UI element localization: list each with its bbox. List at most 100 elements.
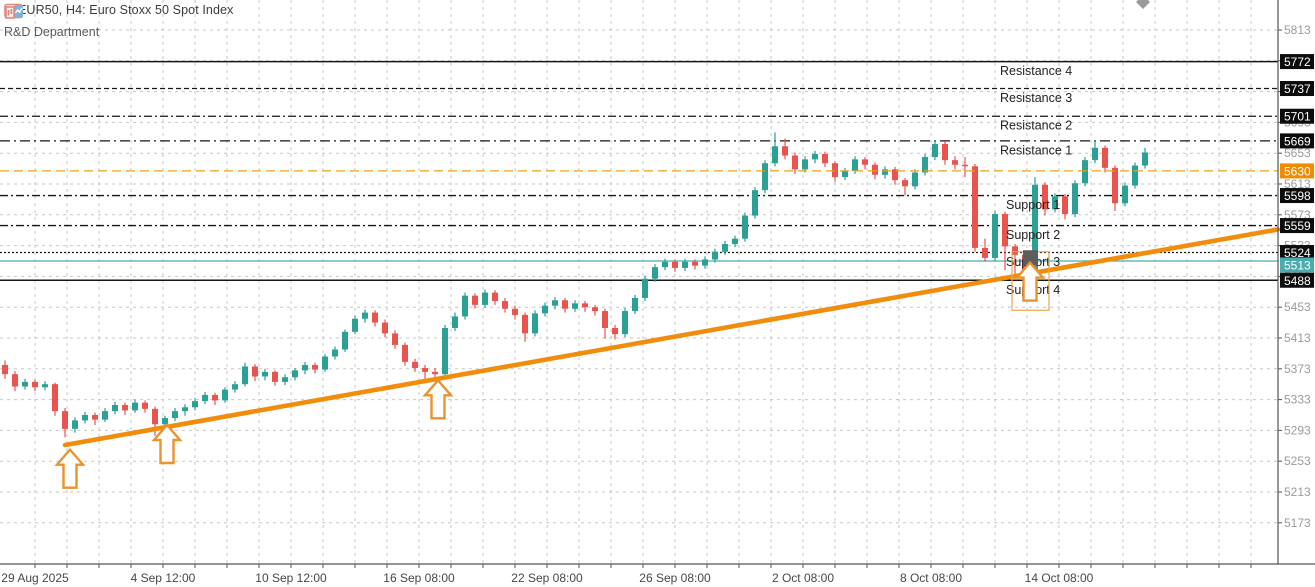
candle-body xyxy=(1132,165,1138,186)
candle-body xyxy=(852,159,858,171)
candle xyxy=(482,289,488,308)
candle-body xyxy=(762,163,768,191)
candle-body xyxy=(732,238,738,245)
autoscroll-marker[interactable] xyxy=(1136,0,1150,9)
candle xyxy=(992,210,998,261)
candle xyxy=(972,163,978,252)
candle-body xyxy=(842,170,848,178)
candle xyxy=(502,297,508,313)
up-arrow-marker[interactable] xyxy=(151,423,183,465)
candle xyxy=(682,258,688,272)
candle-body xyxy=(172,411,178,419)
broker-watermark: R&D Department xyxy=(4,25,100,39)
level-label: Resistance 4 xyxy=(1000,64,1072,78)
candle-body xyxy=(712,251,718,260)
candle xyxy=(822,151,828,168)
candle-body xyxy=(152,408,158,425)
candle xyxy=(622,307,628,338)
candle-body xyxy=(382,322,388,334)
candle xyxy=(742,212,748,242)
candle-body xyxy=(892,169,898,181)
level-price-badge xyxy=(1280,188,1314,204)
candle-body xyxy=(1142,152,1148,166)
candle-body xyxy=(1002,214,1008,247)
candle-body xyxy=(822,153,828,164)
candle xyxy=(732,235,738,248)
candle-body xyxy=(912,172,918,187)
candle-body xyxy=(632,297,638,312)
up-arrow-marker[interactable] xyxy=(422,378,454,420)
candle xyxy=(532,310,538,337)
candle-body xyxy=(642,278,648,298)
candle-body xyxy=(242,366,248,385)
time-axis[interactable]: 29 Aug 2025 4 Sep 12:00 10 Sep 12:00 16 Sep… xyxy=(1,564,1252,585)
price-tick-label: 5333 xyxy=(1284,393,1311,407)
up-arrow-marker[interactable] xyxy=(1014,260,1046,302)
level-label: Resistance 2 xyxy=(1000,119,1072,133)
price-tick-label: 5173 xyxy=(1284,516,1311,530)
candle xyxy=(382,319,388,338)
candle-body xyxy=(802,159,808,170)
candle-body xyxy=(262,371,268,377)
grid xyxy=(0,0,1278,564)
candle-body xyxy=(542,305,548,314)
price-tick-label: 5253 xyxy=(1284,454,1311,468)
up-arrow-marker[interactable] xyxy=(54,447,86,489)
time-tick-label: 16 Sep 08:00 xyxy=(383,571,455,585)
candle xyxy=(422,364,428,379)
candle-body xyxy=(562,300,568,309)
candle xyxy=(582,301,588,312)
level-price-badge-label: 5598 xyxy=(1284,189,1311,203)
candle-body xyxy=(132,402,138,411)
candle-body xyxy=(202,394,208,402)
current-price-badge-label: 5630 xyxy=(1284,164,1311,178)
candle-body xyxy=(872,164,878,175)
trendline[interactable] xyxy=(62,227,1281,448)
candle xyxy=(402,342,408,366)
candle xyxy=(302,361,308,375)
candle xyxy=(412,358,418,372)
level-price-badge xyxy=(1280,272,1314,288)
time-tick-label: 14 Oct 08:00 xyxy=(1025,571,1094,585)
candle xyxy=(192,398,198,411)
candle-body xyxy=(982,247,988,258)
candle xyxy=(42,381,48,391)
candle-body xyxy=(52,384,58,412)
candle xyxy=(142,400,148,413)
candle-body xyxy=(212,394,218,401)
level-price-badge-label: 5488 xyxy=(1284,274,1311,288)
candle-body xyxy=(522,314,528,334)
time-tick-label: 10 Sep 12:00 xyxy=(255,571,327,585)
candle-body xyxy=(882,169,888,175)
candle xyxy=(1002,211,1008,271)
candle xyxy=(512,305,518,320)
candle-body xyxy=(372,312,378,323)
candle xyxy=(462,292,468,320)
level-price-badge xyxy=(1280,108,1314,124)
candle xyxy=(1072,180,1078,218)
selection-square[interactable] xyxy=(1023,250,1038,266)
price-tick-label: 5813 xyxy=(1284,23,1311,37)
price-axis[interactable]: 5813577357335693565356135573553354935453… xyxy=(1278,23,1314,530)
candle-body xyxy=(612,327,618,335)
candle xyxy=(762,160,768,194)
candle-body xyxy=(472,295,478,305)
price-tick-label: 5293 xyxy=(1284,423,1311,437)
candle xyxy=(932,140,938,161)
level-price-badge xyxy=(1280,81,1314,97)
candle xyxy=(1112,165,1118,211)
candle xyxy=(642,275,648,302)
candle-body xyxy=(742,215,748,239)
candle-body xyxy=(432,371,438,375)
candle xyxy=(862,157,868,170)
candle xyxy=(592,304,598,316)
candle-body xyxy=(972,166,978,248)
candle-body xyxy=(232,384,238,390)
level-label: Support 1 xyxy=(1006,198,1060,212)
candle xyxy=(962,157,968,178)
candle-body xyxy=(412,361,418,369)
level-price-badge-label: 5737 xyxy=(1284,82,1311,96)
candle xyxy=(602,308,608,339)
candle-body xyxy=(292,370,298,378)
